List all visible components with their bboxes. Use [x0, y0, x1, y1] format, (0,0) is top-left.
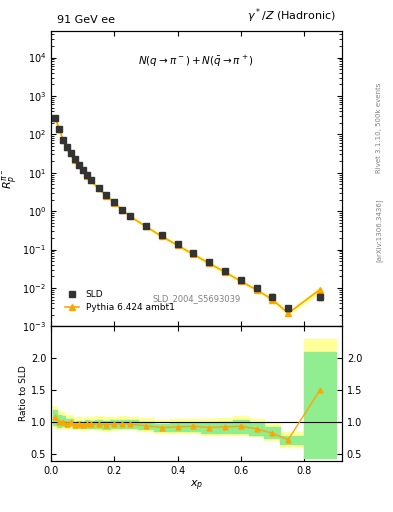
- Pythia 6.424 ambt1: [88, 178, 93, 184]
- Pythia 6.424 ambt1: [286, 310, 290, 316]
- Text: SLD_2004_S5693039: SLD_2004_S5693039: [152, 294, 241, 303]
- Pythia 6.424 ambt1: [64, 144, 69, 150]
- Pythia 6.424 ambt1: [80, 167, 85, 174]
- Pythia 6.424 ambt1: [128, 214, 132, 220]
- Pythia 6.424 ambt1: [57, 125, 61, 132]
- Pythia 6.424 ambt1: [112, 200, 117, 206]
- Line: Pythia 6.424 ambt1: Pythia 6.424 ambt1: [52, 115, 323, 316]
- Pythia 6.424 ambt1: [254, 287, 259, 293]
- Legend: SLD, Pythia 6.424 ambt1: SLD, Pythia 6.424 ambt1: [61, 286, 178, 316]
- Y-axis label: $R_p^{\pi^-}$: $R_p^{\pi^-}$: [0, 168, 20, 189]
- Text: Rivet 3.1.10, 500k events: Rivet 3.1.10, 500k events: [376, 83, 382, 173]
- Text: [arXiv:1306.3436]: [arXiv:1306.3436]: [376, 199, 383, 262]
- Pythia 6.424 ambt1: [72, 157, 77, 163]
- Pythia 6.424 ambt1: [120, 207, 125, 213]
- Pythia 6.424 ambt1: [69, 151, 73, 157]
- Pythia 6.424 ambt1: [61, 137, 66, 143]
- Pythia 6.424 ambt1: [207, 260, 211, 266]
- X-axis label: $x_p$: $x_p$: [190, 478, 203, 493]
- Pythia 6.424 ambt1: [53, 114, 57, 120]
- Pythia 6.424 ambt1: [77, 162, 81, 168]
- Text: $N(q \rightarrow \pi^-)+N(\bar{q} \rightarrow \pi^+)$: $N(q \rightarrow \pi^-)+N(\bar{q} \right…: [138, 54, 255, 70]
- Pythia 6.424 ambt1: [318, 287, 322, 293]
- Pythia 6.424 ambt1: [239, 278, 243, 284]
- Pythia 6.424 ambt1: [222, 269, 227, 275]
- Pythia 6.424 ambt1: [270, 296, 275, 303]
- Pythia 6.424 ambt1: [84, 173, 89, 179]
- Pythia 6.424 ambt1: [160, 233, 164, 240]
- Pythia 6.424 ambt1: [104, 193, 109, 199]
- Text: 91 GeV ee: 91 GeV ee: [57, 15, 115, 25]
- Pythia 6.424 ambt1: [143, 223, 148, 229]
- Pythia 6.424 ambt1: [175, 242, 180, 248]
- Y-axis label: Ratio to SLD: Ratio to SLD: [19, 366, 28, 421]
- Text: $\gamma^*/Z$ (Hadronic): $\gamma^*/Z$ (Hadronic): [247, 6, 336, 25]
- Pythia 6.424 ambt1: [96, 185, 101, 191]
- Pythia 6.424 ambt1: [191, 251, 196, 258]
